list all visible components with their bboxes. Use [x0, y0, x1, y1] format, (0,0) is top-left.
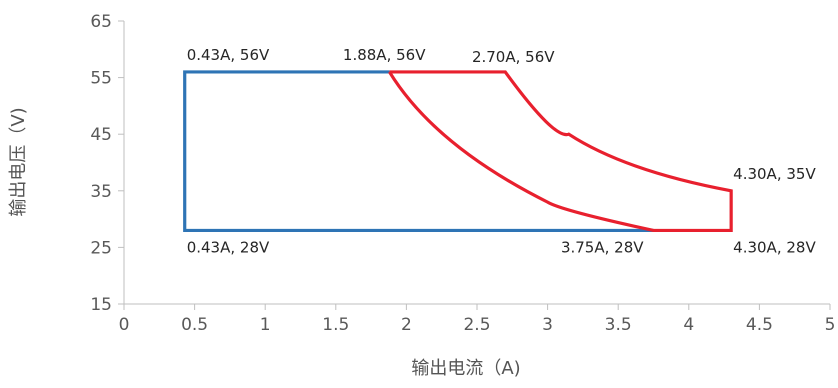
- y-tick-label: 65: [90, 12, 112, 32]
- x-tick-label: 3.5: [605, 315, 632, 335]
- data-annotation: 1.88A, 56V: [343, 46, 426, 64]
- series-line-blue: [183, 70, 654, 233]
- x-tick-label: 1: [260, 315, 271, 335]
- x-tick-label: 5: [825, 315, 836, 335]
- data-annotation: 4.30A, 35V: [733, 165, 816, 183]
- x-tick-label: 0.5: [181, 315, 208, 335]
- y-tick-label: 55: [90, 69, 112, 89]
- data-annotation: 4.30A, 28V: [733, 238, 816, 256]
- data-annotation: 0.43A, 28V: [187, 238, 270, 256]
- series-line-red: [388, 70, 733, 233]
- x-tick-label: 4: [683, 315, 694, 335]
- y-tick-label: 35: [90, 182, 112, 202]
- annotation-layer: 0.43A, 56V 1.88A, 56V 2.70A, 56V 4.30A, 35V…: [187, 46, 817, 256]
- series-layer: [183, 70, 733, 233]
- data-annotation: 0.43A, 56V: [187, 46, 270, 64]
- y-tick-label: 15: [90, 295, 112, 315]
- x-axis-label: 输出电流（A): [411, 358, 520, 379]
- x-tick-label: 0: [119, 315, 130, 335]
- axes: 0 0.5 1 1.5 2 2.5 3 3.5 4 4.5 5 15 25 35 45 55 65: [90, 12, 835, 335]
- x-tick-label: 2.5: [463, 315, 490, 335]
- x-tick-label: 4.5: [746, 315, 773, 335]
- data-annotation: 2.70A, 56V: [472, 48, 555, 66]
- data-annotation: 3.75A, 28V: [561, 238, 644, 256]
- y-tick-label: 45: [90, 125, 112, 145]
- x-tick-label: 3: [542, 315, 553, 335]
- x-tick-label: 1.5: [322, 315, 349, 335]
- y-tick-label: 25: [90, 238, 112, 258]
- x-tick-label: 2: [401, 315, 412, 335]
- y-axis-label: 输出电压（V): [8, 107, 29, 216]
